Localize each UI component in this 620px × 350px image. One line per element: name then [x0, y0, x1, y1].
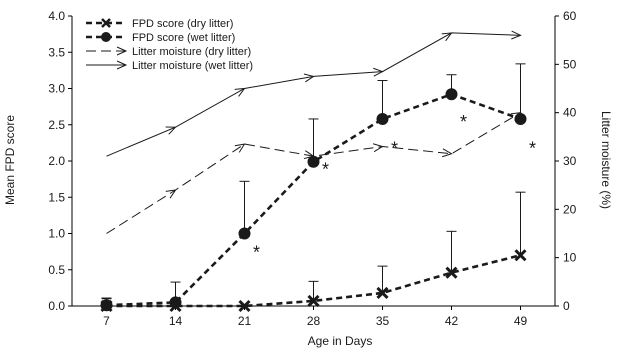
data-point-x [238, 299, 251, 313]
data-point-x [514, 249, 527, 262]
arrowhead-marker [373, 67, 384, 77]
y2-axis-label: Litter moisture (%) [599, 111, 613, 209]
arrowhead-marker [116, 60, 128, 70]
data-point-circle [376, 112, 389, 125]
arrowhead-marker [441, 32, 453, 42]
y-tick-label: 2.5 [48, 118, 65, 132]
arrowhead-marker [303, 150, 315, 160]
series-lines [106, 32, 521, 308]
y2-tick-label: 20 [563, 202, 577, 216]
y2-tick-label: 0 [563, 299, 570, 313]
y-tick-label: 2.0 [48, 154, 65, 168]
significance-star: * [460, 112, 467, 132]
data-point-circle [169, 296, 182, 309]
y-axis-label: Mean FPD score [3, 115, 17, 205]
y-tick-label: 1.0 [48, 227, 65, 241]
x-tick-label: 21 [238, 314, 252, 328]
y2-tick-label: 30 [563, 154, 577, 168]
data-point-circle [238, 227, 251, 240]
chart-axes: 0.0 0.5 1.0 1.5 2.0 2.5 3.0 3.5 4.0 0 10 20 30 40 50 60… [48, 9, 576, 328]
arrowhead-marker [116, 46, 128, 56]
y-tick-label: 4.0 [48, 9, 65, 23]
arrowhead-marker [234, 143, 246, 153]
x-tick-label: 49 [514, 314, 528, 328]
arrowhead-marker [234, 87, 246, 97]
y-tick-label: 1.5 [48, 190, 65, 204]
y2-tick-label: 10 [563, 251, 577, 265]
data-point-circle [307, 155, 320, 168]
y-tick-label: 0.5 [48, 263, 65, 277]
legend-label: Litter moisture (dry litter) [132, 46, 251, 58]
data-point-circle [100, 299, 113, 312]
arrowhead-marker [165, 189, 177, 199]
series-markers [100, 30, 527, 313]
legend-label: Litter moisture (wet litter) [132, 60, 253, 72]
arrowhead-marker [165, 126, 177, 135]
legend-marker-circle [101, 32, 111, 42]
legend-label: FPD score (wet litter) [132, 32, 235, 44]
significance-star: * [391, 139, 398, 159]
data-point-x [307, 294, 320, 307]
y-tick-label: 3.0 [48, 82, 65, 96]
legend-label: FPD score (dry litter) [132, 18, 233, 30]
y2-tick-label: 40 [563, 106, 577, 120]
arrowhead-marker [441, 148, 453, 158]
legend: FPD score (dry litter) FPD score (wet lit… [86, 18, 253, 72]
y-tick-label: 0.0 [48, 299, 65, 313]
legend-marker-x [101, 18, 111, 28]
y2-tick-label: 60 [563, 9, 577, 23]
data-point-circle [514, 112, 527, 125]
significance-star: * [529, 139, 536, 159]
data-point-circle [445, 88, 458, 101]
error-bars [101, 63, 526, 306]
arrowhead-marker [303, 73, 315, 83]
significance-star: * [253, 242, 260, 262]
significance-annotations: * * * * * [253, 112, 536, 263]
arrowhead-marker [511, 30, 522, 40]
y2-tick-label: 50 [563, 57, 577, 71]
x-axis-label: Age in Days [308, 334, 373, 348]
x-tick-label: 7 [103, 314, 110, 328]
data-point-x [376, 286, 389, 300]
x-tick-label: 35 [376, 314, 390, 328]
significance-star: * [322, 160, 329, 180]
y-tick-label: 3.5 [48, 45, 65, 59]
x-tick-label: 14 [169, 314, 183, 328]
x-tick-label: 42 [445, 314, 459, 328]
data-point-x [445, 266, 458, 279]
x-tick-label: 28 [307, 314, 321, 328]
arrowhead-marker [510, 112, 522, 121]
arrowhead-marker [372, 143, 384, 153]
